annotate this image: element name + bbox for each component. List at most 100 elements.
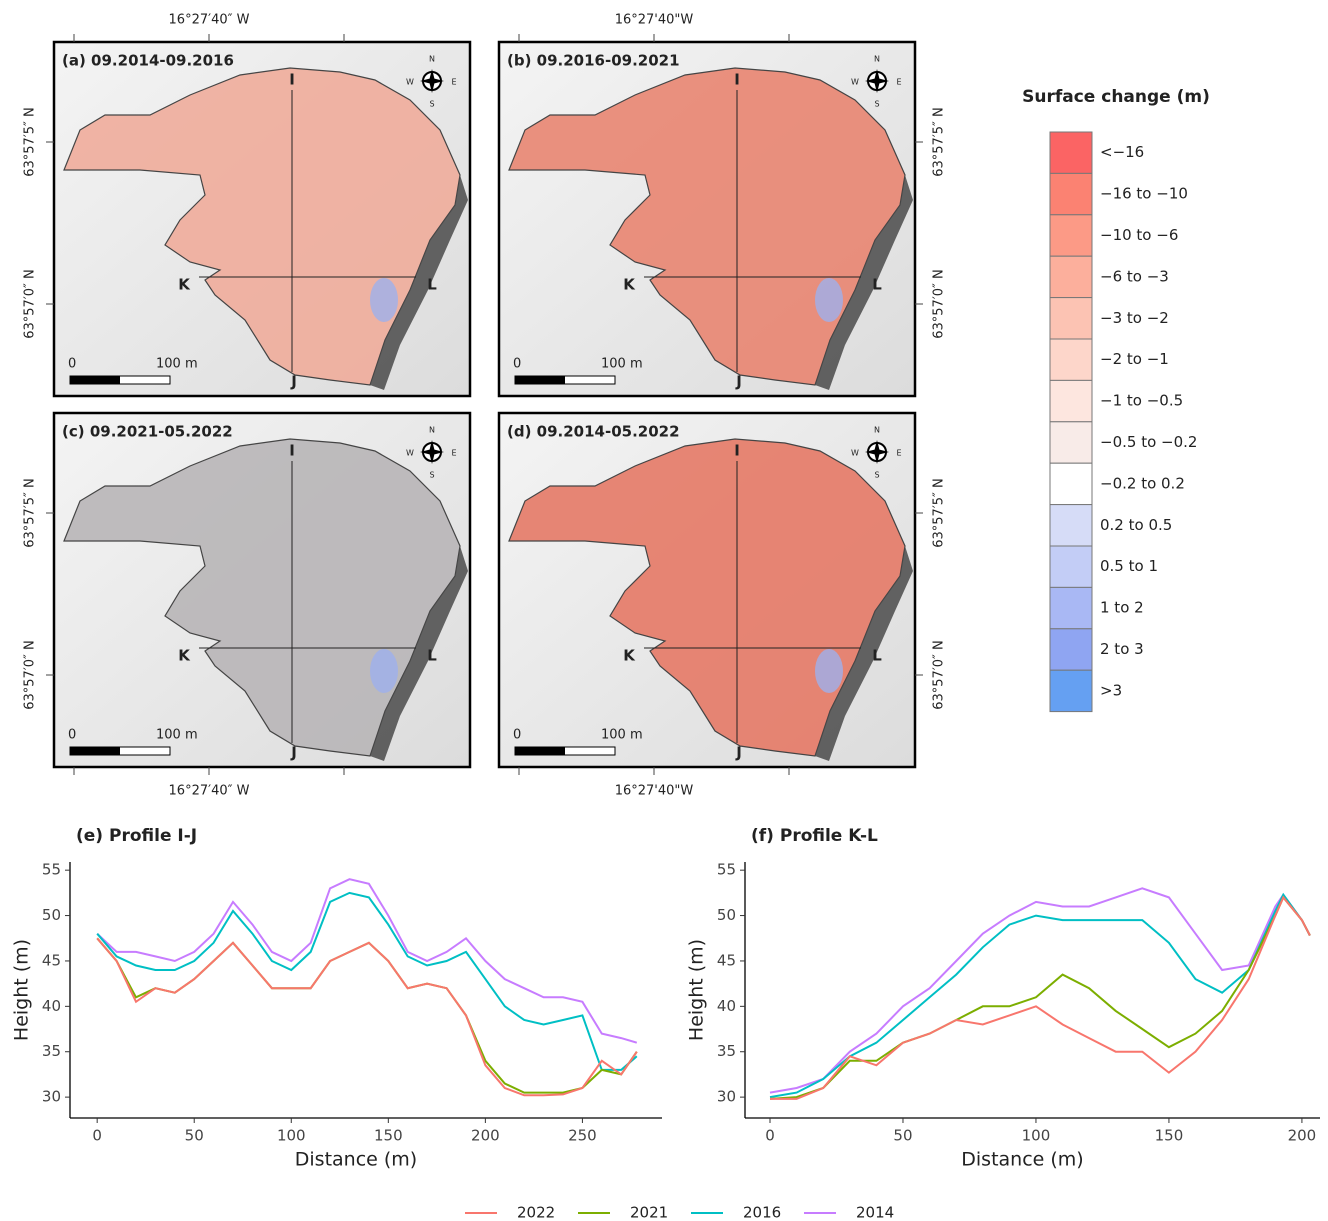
latitude-label: 63°57′5″ N <box>23 107 38 177</box>
legend-label: 2 to 3 <box>1100 640 1144 658</box>
profile-line: 2016 <box>769 892 1311 1099</box>
x-tick-label: 250 <box>568 1127 597 1145</box>
compass-letter: W <box>851 449 859 458</box>
y-tick-label: 45 <box>42 951 61 969</box>
compass-letter: N <box>874 55 880 64</box>
legend-swatch <box>1049 586 1093 630</box>
legend-label: >3 <box>1100 681 1122 699</box>
legend-title: Surface change (m) <box>1022 87 1210 107</box>
y-tick-label: 45 <box>717 951 736 969</box>
profile-label: K <box>178 276 191 294</box>
compass-letter: S <box>874 471 879 480</box>
compass-letter: E <box>451 78 456 87</box>
latitude-label: 63°57′5″ N <box>932 478 947 548</box>
latitude-label: 63°57′0″ N <box>932 269 947 339</box>
y-axis-title: Height (m) <box>686 939 708 1041</box>
compass-letter: S <box>874 100 879 109</box>
x-tick-label: 150 <box>1155 1127 1184 1145</box>
y-tick-label: 50 <box>42 906 61 924</box>
scale-label: 0 <box>68 357 76 372</box>
legend-swatch <box>1049 421 1093 464</box>
compass <box>420 440 444 464</box>
legend-label: 2014 <box>856 1204 894 1221</box>
y-axis-title: Height (m) <box>11 939 33 1041</box>
longitude-label: 16°27′40″ W <box>169 13 250 28</box>
map-title: (b) 09.2016-09.2021 <box>507 52 680 70</box>
map-panel: (d) 09.2014-05.2022 I J K L 0 100 m N E S W 16°27'4… <box>497 411 947 799</box>
lake <box>370 649 398 693</box>
compass-letter: E <box>451 449 456 458</box>
longitude-label: 16°27'40"W <box>615 13 694 28</box>
y-tick-label: 40 <box>42 997 61 1015</box>
profile-label: I <box>734 71 740 89</box>
chart-title: (e) Profile I-J <box>76 826 197 846</box>
y-tick-label: 55 <box>717 861 736 879</box>
map-panel: (b) 09.2016-09.2021 I J K L 0 100 m N E S W 16°27'4… <box>497 13 947 398</box>
scale-bar <box>515 376 565 384</box>
profile-label: I <box>734 442 740 460</box>
hillshade-ridge <box>370 546 468 761</box>
legend-label: −10 to −6 <box>1100 226 1178 244</box>
legend-swatch <box>1049 379 1093 423</box>
x-tick-label: 0 <box>765 1127 775 1145</box>
legend-label: 1 to 2 <box>1100 599 1144 617</box>
longitude-label: 16°27′40″ W <box>169 784 250 799</box>
y-tick-label: 55 <box>42 861 61 879</box>
x-tick-label: 100 <box>277 1127 306 1145</box>
map-panel: (a) 09.2014-09.2016 I J K L 0 100 m N E S W 16°27′4… <box>23 13 472 398</box>
y-tick-label: 30 <box>717 1088 736 1106</box>
scale-label: 0 <box>513 728 521 743</box>
profile-line: 2014 <box>96 878 638 1044</box>
x-tick-label: 0 <box>92 1127 102 1145</box>
compass-letter: W <box>406 78 414 87</box>
x-axis-title: Distance (m) <box>961 1149 1083 1171</box>
scale-label: 100 m <box>601 357 643 372</box>
legend-swatch <box>1049 297 1093 340</box>
latitude-label: 63°57′5″ N <box>23 478 38 548</box>
profile-line: 2022 <box>96 937 638 1097</box>
profile-label: K <box>623 276 636 294</box>
y-tick-label: 35 <box>717 1042 736 1060</box>
latitude-label: 63°57′0″ N <box>23 269 38 339</box>
compass-letter: N <box>874 426 880 435</box>
compass-letter: W <box>406 449 414 458</box>
legend-label: 2022 <box>517 1204 555 1221</box>
legend-swatch <box>1049 669 1093 713</box>
profile-label: K <box>623 647 636 665</box>
lake <box>370 278 398 322</box>
profile-line: 2021 <box>769 895 1311 1100</box>
latitude-label: 63°57′5″ N <box>932 107 947 177</box>
scale-label: 0 <box>513 357 521 372</box>
legend-label: −2 to −1 <box>1100 350 1169 368</box>
hillshade-ridge <box>370 175 468 390</box>
profile-label: L <box>872 647 882 665</box>
lake <box>815 278 843 322</box>
profile-label: L <box>427 276 437 294</box>
x-tick-label: 50 <box>893 1127 912 1145</box>
legend-swatch <box>1049 338 1093 381</box>
map-title: (a) 09.2014-09.2016 <box>62 52 234 70</box>
compass-letter: E <box>896 78 901 87</box>
hillshade-ridge <box>815 175 913 390</box>
legend-label: −3 to −2 <box>1100 309 1169 327</box>
scale-bar <box>70 747 120 755</box>
legend-swatch <box>1049 628 1093 671</box>
legend-label: 2021 <box>630 1204 668 1221</box>
profile-line: 2022 <box>770 895 1311 1100</box>
legend-swatch <box>1049 214 1093 257</box>
y-tick-label: 40 <box>717 997 736 1015</box>
profile-label: J <box>735 373 742 391</box>
map-panel: (c) 09.2021-05.2022 I J K L 0 100 m N E S W 16°27′4… <box>23 411 472 799</box>
chart-title: (f) Profile K-L <box>751 826 878 846</box>
x-tick-label: 150 <box>374 1127 403 1145</box>
lake <box>815 649 843 693</box>
profile-label: K <box>178 647 191 665</box>
legend-swatch <box>1049 504 1093 547</box>
profile-line: 2014 <box>769 887 1311 1094</box>
map-title: (d) 09.2014-05.2022 <box>507 423 680 441</box>
y-tick-label: 50 <box>717 906 736 924</box>
x-tick-label: 50 <box>185 1127 204 1145</box>
profile-label: J <box>735 744 742 762</box>
legend-label: −0.5 to −0.2 <box>1100 433 1197 451</box>
